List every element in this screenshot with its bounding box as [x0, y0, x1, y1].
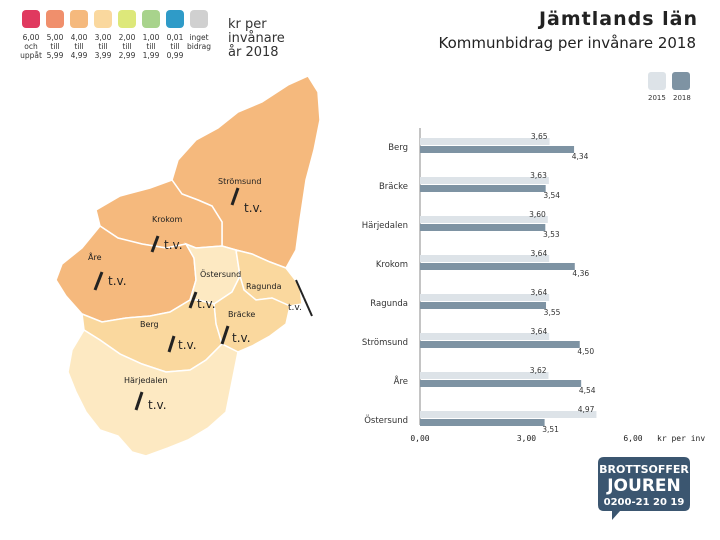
tv-label: t.v. [108, 274, 127, 288]
bar-2018 [420, 146, 575, 153]
pointer-line [167, 335, 176, 353]
data-label-2015: 3,64 [531, 249, 548, 258]
x-tick-label: 3,00 [517, 434, 536, 443]
legend-label: inget bidrag [186, 33, 212, 51]
data-label-2018: 4,50 [577, 347, 594, 356]
legend-label: 3,00 till 3,99 [94, 33, 112, 60]
pointer-line [230, 187, 240, 206]
pointer-line [295, 279, 305, 299]
legend-label-2018: 2018 [673, 94, 691, 102]
map-label-stromsund: Strömsund [218, 177, 262, 186]
legend-label: 6,00 och uppåt [20, 33, 42, 60]
map-label-harjedalen: Härjedalen [124, 376, 168, 385]
data-label-2018: 4,34 [572, 152, 589, 161]
data-label-2018: 3,55 [544, 308, 561, 317]
category-label: Östersund [364, 415, 408, 426]
chart-title: Kommunbidrag per invånare 2018 [438, 34, 697, 52]
bar-2015 [420, 177, 549, 184]
legend-swatch [142, 10, 160, 28]
bar-2015 [420, 411, 597, 418]
tv-label: t.v. [197, 297, 216, 311]
bar-2018 [420, 263, 575, 270]
bar-2015 [420, 216, 548, 223]
tv-label: t.v. [232, 331, 251, 345]
data-label-2015: 3,62 [530, 366, 547, 375]
data-label-2018: 3,54 [543, 191, 560, 200]
legend-label: 5,00 till 5,99 [46, 33, 64, 60]
legend-label: 2,00 till 2,99 [118, 33, 136, 60]
category-label: Bräcke [379, 182, 408, 192]
data-label-2018: 4,54 [579, 386, 596, 395]
map-label-krokom: Krokom [152, 215, 183, 224]
bar-2018 [420, 419, 545, 426]
category-label: Strömsund [362, 338, 408, 348]
logo-line1: BROTTSOFFER [599, 463, 689, 476]
region-title: Jämtlands län [538, 8, 698, 30]
map-region-harjedalen [67, 328, 239, 457]
legend-label: 1,00 till 1,99 [142, 33, 160, 60]
x-tick-label: 6,00 [623, 434, 642, 443]
tv-label: t.v. [164, 238, 183, 252]
category-label: Åre [394, 375, 408, 387]
municipality-map [55, 75, 321, 457]
pointer-line [93, 271, 104, 291]
map-label-are: Åre [88, 253, 102, 262]
unit-label: kr per invånare år 2018 [228, 17, 285, 60]
legend-swatch-2018 [672, 72, 690, 90]
data-label-2015: 3,65 [531, 132, 548, 141]
pointer-line [150, 235, 160, 253]
tv-label: t.v. [148, 398, 167, 412]
logo-line3: 0200-21 20 19 [604, 497, 685, 508]
category-label: Krokom [376, 260, 408, 270]
data-label-2015: 4,97 [578, 405, 595, 414]
map-label-berg: Berg [140, 320, 159, 329]
legend-swatch-2015 [648, 72, 666, 90]
tv-label: t.v. [178, 338, 197, 352]
data-label-2015: 3,64 [531, 327, 548, 336]
legend-swatch [190, 10, 208, 28]
bar-2015 [420, 255, 550, 262]
bar-2018 [420, 380, 582, 387]
bar-2018 [420, 302, 547, 309]
legend-swatch [118, 10, 136, 28]
pointer-line [303, 297, 313, 317]
legend-label-2015: 2015 [648, 94, 666, 102]
category-label: Berg [388, 143, 408, 153]
x-tick-label: 0,00 [410, 434, 429, 443]
bar-2015 [420, 138, 550, 145]
bar-2018 [420, 224, 546, 231]
tv-label: t.v. [288, 303, 302, 313]
category-label: Härjedalen [362, 221, 408, 231]
map-label-bracke: Bräcke [228, 310, 256, 319]
bar-2015 [420, 333, 550, 340]
logo-line2: JOUREN [606, 476, 681, 496]
legend-swatch [22, 10, 40, 28]
x-axis-label: kr per inv [657, 434, 705, 443]
data-label-2015: 3,63 [530, 171, 547, 180]
brottsofferjouren-logo: BROTTSOFFER JOUREN 0200-21 20 19 [598, 457, 690, 520]
legend-label: 4,00 till 4,99 [70, 33, 88, 60]
data-label-2018: 3,53 [543, 230, 560, 239]
legend-label: 0,01 till 0,99 [166, 33, 184, 60]
pointer-line [134, 391, 144, 411]
legend-swatch [46, 10, 64, 28]
tv-label: t.v. [244, 201, 263, 215]
bar-2018 [420, 341, 580, 348]
map-label-ragunda: Ragunda [246, 282, 282, 291]
bar-2018 [420, 185, 546, 192]
pointer-line [188, 291, 198, 309]
legend-swatch [70, 10, 88, 28]
data-label-2015: 3,60 [529, 210, 546, 219]
bar-2015 [420, 372, 549, 379]
legend-swatch [166, 10, 184, 28]
map-label-ostersund: Östersund [200, 270, 242, 279]
pointer-line [220, 325, 230, 345]
category-label: Ragunda [370, 299, 408, 309]
legend-swatch [94, 10, 112, 28]
data-label-2015: 3,64 [531, 288, 548, 297]
data-label-2018: 3,51 [542, 425, 559, 434]
bar-2015 [420, 294, 550, 301]
data-label-2018: 4,36 [572, 269, 589, 278]
bar-chart: Berg 3,65 4,34 Bräcke 3,63 3,54 Härjedalen 3,60… [362, 128, 705, 443]
